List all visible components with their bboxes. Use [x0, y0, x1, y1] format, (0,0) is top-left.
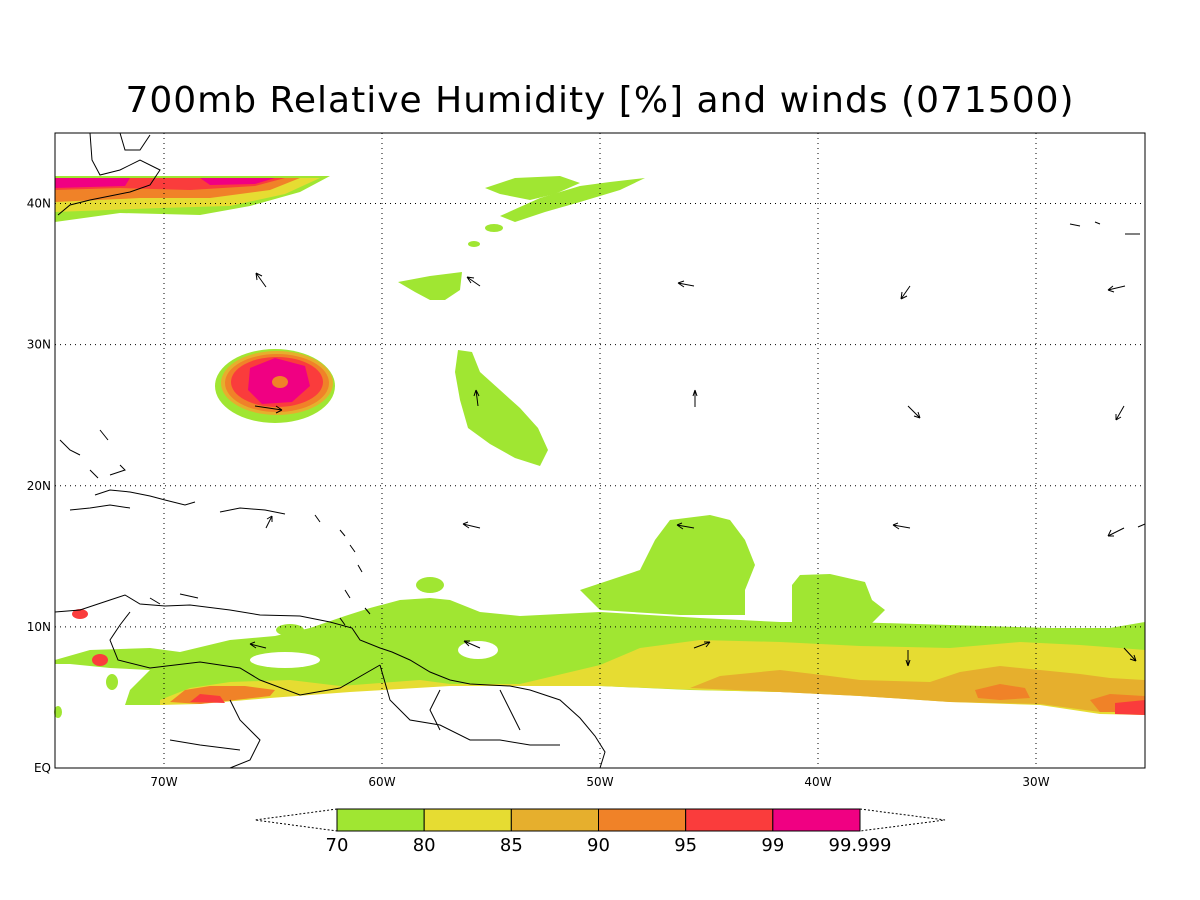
wind-arrow [249, 641, 267, 649]
humidity-region-patch [485, 224, 503, 232]
humidity-region-patch [72, 609, 88, 619]
humidity-region-patch [276, 624, 304, 636]
lon-tick-label: 50W [586, 775, 613, 789]
longitude-tick-labels: 70W 60W 50W 40W 30W [150, 775, 1049, 789]
colorbar-level-label: 99 [761, 835, 784, 856]
humidity-region-patch [468, 241, 480, 247]
lat-tick-label: 10N [27, 620, 51, 634]
lat-tick-label: 30N [27, 338, 51, 352]
lon-tick-label: 70W [150, 775, 177, 789]
wind-arrow [1123, 647, 1137, 662]
colorbar-swatch [423, 808, 512, 832]
humidity-region-central [580, 515, 755, 615]
map-title: 700mb Relative Humidity [%] and winds (0… [125, 80, 1075, 121]
coastline-north-america [119, 132, 151, 151]
colorbar-swatch [336, 808, 425, 832]
coastline-north-america [57, 132, 161, 216]
humidity-region-patch [54, 706, 62, 718]
humidity-region-patch [500, 178, 645, 222]
coastline-atlantic-islands [1069, 221, 1140, 235]
lon-tick-label: 30W [1022, 775, 1049, 789]
wind-arrow [1107, 527, 1125, 537]
wind-arrow [676, 522, 695, 530]
wind-arrow [462, 521, 481, 529]
humidity-clear-area [458, 641, 498, 659]
colorbar-swatch [598, 808, 687, 832]
wind-arrow [1115, 405, 1125, 421]
colorbar-left-extension [254, 808, 338, 832]
lat-tick-label: 40N [27, 197, 51, 211]
wind-arrow [265, 515, 273, 529]
map-gridlines [55, 133, 1145, 768]
humidity-clear-area [250, 652, 320, 668]
coastline-inland-borders [109, 611, 560, 769]
wind-arrows [249, 272, 1146, 667]
coastlines [54, 132, 1140, 769]
wind-arrow [692, 389, 698, 407]
wind-arrow [1137, 523, 1146, 528]
wind-arrow [466, 276, 481, 287]
colorbar-level-label: 70 [326, 835, 349, 856]
wind-arrow [254, 405, 283, 414]
lat-tick-label: EQ [34, 761, 51, 775]
wind-arrow [1107, 285, 1126, 293]
colorbar-swatch [685, 808, 774, 832]
colorbar-level-label: 99.999 [829, 835, 892, 856]
humidity-fields [54, 176, 1145, 718]
wind-arrow [255, 272, 267, 288]
lon-tick-label: 40W [804, 775, 831, 789]
humidity-region-elongated [455, 350, 548, 466]
latitude-tick-labels: EQ 10N 20N 30N 40N [27, 197, 51, 775]
colorbar: 70 80 85 90 95 99 99.999 [254, 808, 946, 856]
humidity-region-east [792, 574, 885, 630]
humidity-region-patch [485, 176, 580, 200]
wind-arrow [907, 405, 921, 419]
colorbar-swatch [772, 808, 861, 832]
humidity-region-patch [416, 577, 444, 593]
wind-arrow [693, 641, 711, 649]
coastline-south-america [54, 594, 606, 769]
colorbar-level-label: 95 [674, 835, 697, 856]
wind-arrow [905, 650, 911, 667]
colorbar-level-label: 90 [587, 835, 610, 856]
lon-tick-label: 60W [368, 775, 395, 789]
humidity-region-storm-eye [272, 376, 288, 388]
map-frame [54, 132, 1146, 769]
colorbar-right-extension [859, 808, 946, 832]
wind-arrow [473, 389, 480, 407]
humidity-region-patch [398, 272, 462, 300]
humidity-region-patch [106, 674, 118, 690]
wind-arrow [892, 522, 911, 530]
colorbar-level-label: 85 [500, 835, 523, 856]
lat-tick-label: 20N [27, 479, 51, 493]
wind-arrow [677, 280, 695, 288]
coastline-caribbean-islands [59, 429, 371, 626]
humidity-region-patch [92, 654, 108, 666]
wind-arrow [463, 640, 481, 649]
colorbar-level-label: 80 [413, 835, 436, 856]
colorbar-swatch [510, 808, 600, 832]
wind-arrow [900, 285, 911, 300]
humidity-region-itcz-high [690, 666, 1145, 712]
humidity-region-ne-coast-core [55, 178, 275, 188]
